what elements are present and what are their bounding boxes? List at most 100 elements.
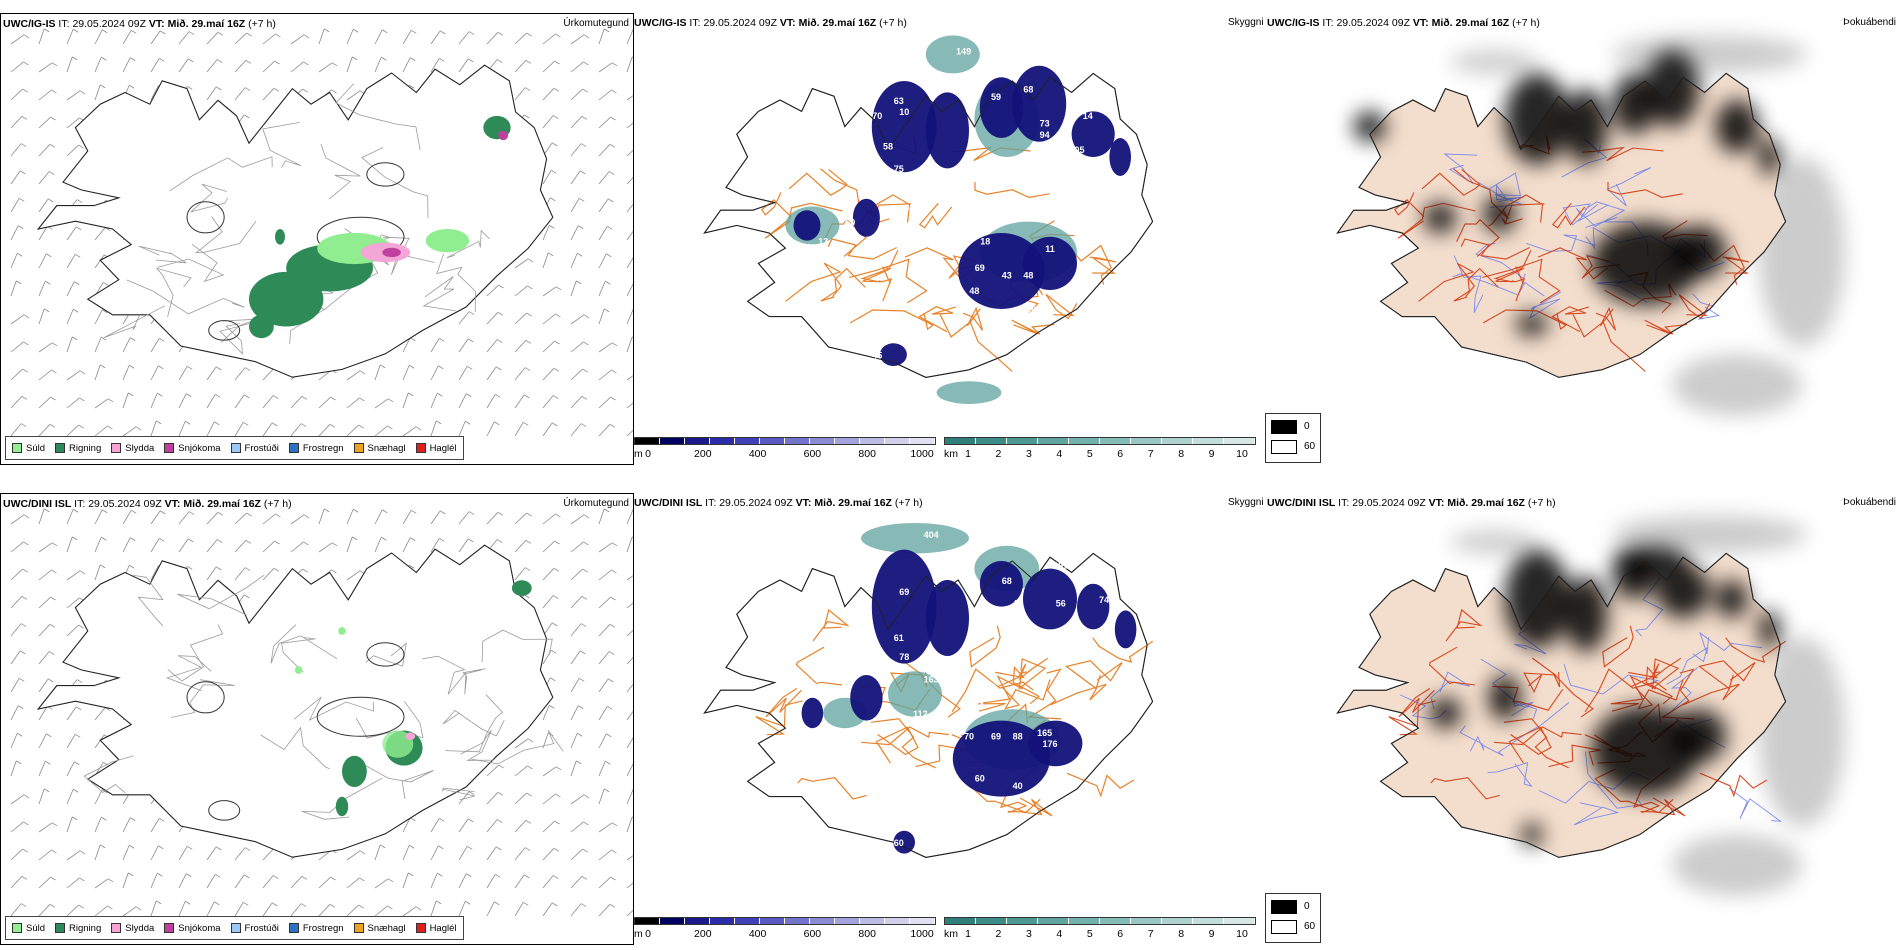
colorbar-tick: 5 — [1086, 928, 1093, 940]
colorbar-step — [976, 918, 1007, 924]
cloud-base-label: 105 — [1069, 145, 1084, 155]
legend-swatch — [415, 443, 426, 453]
cloud-base-label: 14 — [1083, 111, 1093, 121]
legend-label: Frostregn — [302, 922, 344, 934]
cloud-map-1: 149 68 59 73 14 94 105 63 70 10 58 75 39 40 73 60 13 82 18… — [703, 35, 1154, 404]
legend-label: Frostúði — [244, 922, 279, 934]
cloud-base-label: 112 — [913, 709, 928, 719]
cloud-base-label: 45 — [872, 350, 882, 360]
cloud-base-label: 22 — [878, 842, 888, 852]
colorbar-tick: 9 — [1208, 448, 1215, 460]
colorbar-tick: 2 — [995, 928, 1002, 940]
cloud-base-label: 149 — [956, 46, 971, 56]
cloud-base-label: 73 — [1040, 119, 1050, 129]
cloud-base-label: 82 — [953, 240, 963, 250]
cloud-title-1: UWC/IG-IS IT: 29.05.2024 09Z VT: Mið. 29… — [634, 17, 907, 29]
precip-panel-2: UWC/DINI ISL IT: 29.05.2024 09Z VT: Mið.… — [0, 493, 634, 945]
fog-panel-2: UWC/DINI ISL IT: 29.05.2024 09Z VT: Mið.… — [1265, 493, 1900, 945]
colorbar-step — [1069, 438, 1100, 444]
cloud-base-label: 51 — [975, 701, 985, 711]
colorbar-step — [1193, 918, 1224, 924]
colorbar-tick: 3 — [1025, 928, 1032, 940]
fog-index-title-1: Þokuábendi — [1843, 17, 1896, 28]
colorbar-step — [1069, 918, 1100, 924]
cloud-base-label: 63 — [894, 96, 904, 106]
legend-item: Súld — [12, 443, 45, 454]
colorbar-step — [835, 918, 860, 924]
colorbar-strip — [634, 437, 936, 445]
precip-map-2 — [10, 508, 633, 917]
colorbar-tick: 7 — [1147, 928, 1154, 940]
cloud-base-label: 68 — [1023, 84, 1033, 94]
colorbar-step — [1007, 918, 1038, 924]
cloud-base-label: 88 — [1013, 732, 1023, 742]
colorbar-step — [1007, 438, 1038, 444]
cloud-base-label: 74 — [1099, 595, 1109, 605]
colorbar-tick: 800 — [858, 448, 876, 460]
colorbar-step — [710, 918, 735, 924]
legend-swatch — [353, 923, 364, 933]
colorbar-step — [810, 438, 835, 444]
cloud-base-label: 68 — [986, 682, 996, 692]
colorbar-tick: 200 — [694, 928, 712, 940]
colorbar-step — [660, 438, 685, 444]
colorbar-tick: 1000 — [910, 448, 934, 460]
cloud-base-label: 70 — [964, 732, 974, 742]
legend-label: Snæhagl — [367, 922, 406, 934]
colorbar-step — [735, 438, 760, 444]
legend-item: Frostregn — [288, 922, 344, 934]
colorbar-step — [710, 438, 735, 444]
colorbar-step — [860, 438, 885, 444]
fog-panel-1: UWC/IG-IS IT: 29.05.2024 09Z VT: Mið. 29… — [1265, 13, 1900, 465]
cloud-base-label: 60 — [975, 773, 985, 783]
legend-item: Snæhagl — [353, 442, 406, 454]
legend-item: Haglél — [415, 443, 457, 454]
colorbar-step — [685, 918, 710, 924]
legend-swatch — [164, 923, 175, 933]
legend-label: Frostúði — [244, 442, 279, 454]
colorbar-tick: 6 — [1117, 448, 1124, 460]
colorbar-step — [1224, 438, 1255, 444]
colorbar-tick: 7 — [1147, 448, 1154, 460]
legend-label: Rigning — [69, 922, 102, 934]
colorbar-step — [945, 438, 976, 444]
fog-legend-1: 0 60 — [1265, 413, 1321, 463]
cloud-base-label: 43 — [1002, 271, 1012, 281]
cloud-base-label: 73 — [905, 206, 915, 216]
colorbar-tick: 8 — [1178, 928, 1185, 940]
cloud-base-label: 48 — [1023, 271, 1033, 281]
cloud-base-label: 39 — [964, 157, 974, 167]
precip-type-title-2: Úrkomutegund — [563, 498, 629, 509]
legend-item: Slydda — [111, 443, 154, 454]
colorbar-step — [835, 438, 860, 444]
colorbar-tick: 1 — [965, 448, 971, 460]
cloud-base-label: 163 — [924, 675, 939, 685]
legend-label: Frostregn — [302, 442, 344, 454]
precip-legend-1: Súld Rigning Slydda Snjókoma Frostúði Frostre… — [5, 436, 464, 460]
cloud-base-label: 60 — [894, 838, 904, 848]
cloud-base-label: 69 — [975, 263, 985, 273]
height-colorbar-1: m 0 200 400 600 800 1000 — [634, 437, 936, 461]
colorbar-strip — [634, 917, 936, 925]
colorbar-step — [1162, 438, 1193, 444]
colorbar-step — [635, 438, 660, 444]
legend-label: Snæhagl — [367, 442, 406, 454]
colorbar-step — [760, 918, 785, 924]
colorbar-unit: m — [634, 928, 643, 940]
legend-swatch — [164, 443, 175, 453]
legend-item: Rigning — [55, 443, 101, 454]
colorbar-step — [910, 438, 935, 444]
cloud-base-label: 70 — [872, 111, 882, 121]
colorbar-step — [660, 918, 685, 924]
colorbar-tick: 5 — [1086, 448, 1093, 460]
legend-swatch — [230, 923, 241, 933]
cloud-panel-1: UWC/IG-IS IT: 29.05.2024 09Z VT: Mið. 29… — [632, 13, 1266, 465]
colorbar-step — [1038, 918, 1069, 924]
colorbar-tick: 600 — [803, 928, 822, 940]
precip-title-1: UWC/IG-IS IT: 29.05.2024 09Z VT: Mið. 29… — [3, 18, 276, 30]
colorbar-step — [1162, 918, 1193, 924]
precip-map-1 — [10, 28, 633, 437]
cloud-base-label: 58 — [883, 141, 893, 151]
legend-label: Snjókoma — [178, 442, 221, 454]
colorbar-step — [1193, 438, 1224, 444]
